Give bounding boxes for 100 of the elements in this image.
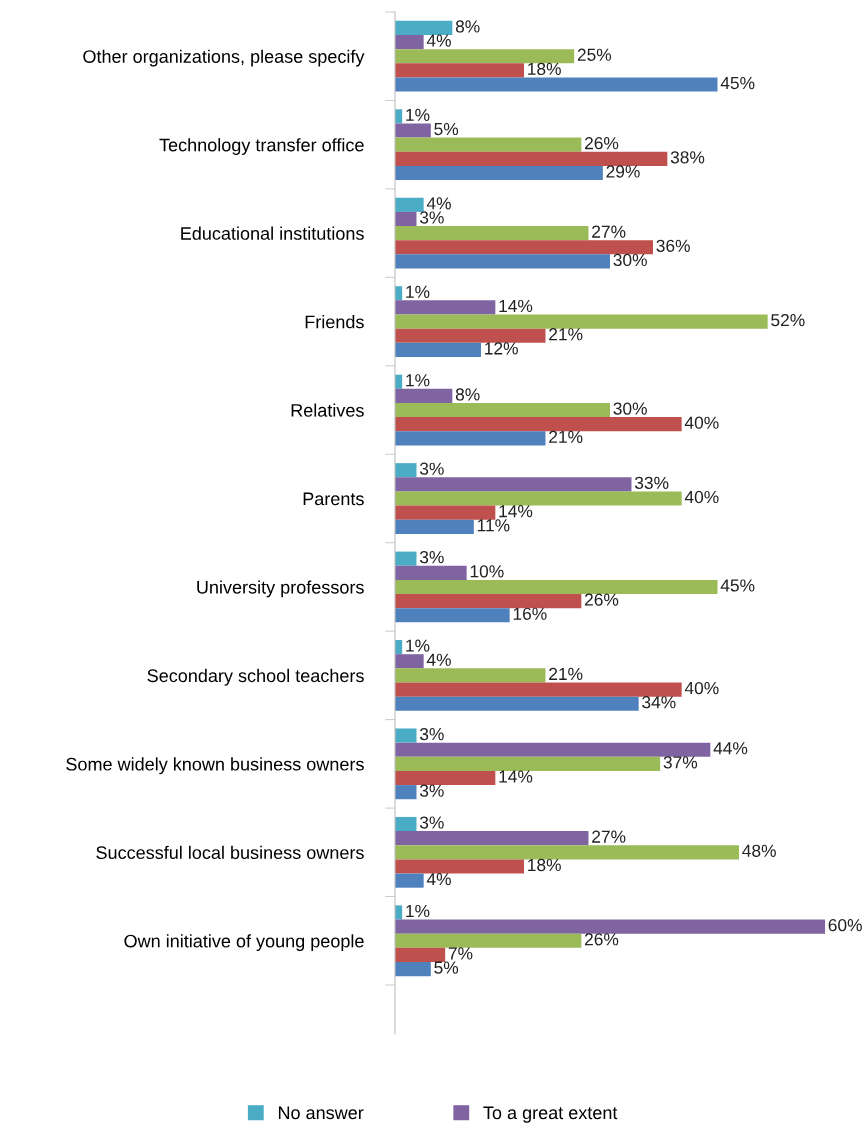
data-label: 14% <box>499 505 533 518</box>
data-label: 4% <box>426 34 451 47</box>
data-label: 38% <box>670 151 705 164</box>
data-label: 52% <box>771 313 805 327</box>
data-label: 5% <box>434 122 459 136</box>
bar <box>395 831 589 846</box>
data-label: 21% <box>549 430 583 443</box>
data-label: 11% <box>477 519 510 532</box>
data-label: 18% <box>528 62 561 76</box>
bar <box>395 35 424 50</box>
data-label: 40% <box>684 681 719 695</box>
data-label: 1% <box>406 639 430 652</box>
bar <box>395 919 825 934</box>
legend-label: To a great extent <box>483 1106 618 1123</box>
bar <box>395 933 582 948</box>
data-label: 40% <box>684 490 719 504</box>
y-tick-label: Relatives <box>291 403 364 417</box>
data-label: 16% <box>513 607 547 620</box>
y-tick-label: University professors <box>197 580 364 598</box>
bar <box>395 654 424 669</box>
data-label: 37% <box>663 756 698 769</box>
bar <box>395 300 496 315</box>
data-label: 4% <box>426 873 451 886</box>
data-label: 26% <box>584 933 619 946</box>
bar <box>395 551 417 566</box>
data-label: 4% <box>426 197 451 210</box>
data-label: 1% <box>406 374 430 387</box>
y-tick-label: Educational institutions <box>181 226 364 240</box>
data-label: 25% <box>577 48 612 61</box>
bar <box>395 785 417 800</box>
bar <box>395 519 474 534</box>
bar <box>395 63 524 78</box>
data-label: 26% <box>584 137 619 150</box>
data-label: 14% <box>499 770 533 783</box>
bar <box>395 565 467 580</box>
data-label: 60% <box>828 918 862 932</box>
data-label: 48% <box>742 844 776 857</box>
bar <box>395 431 546 446</box>
y-tick-label: Parents <box>303 492 364 506</box>
data-label: 14% <box>499 299 533 313</box>
data-label: 45% <box>720 579 755 592</box>
bar <box>395 491 682 506</box>
bar <box>395 417 682 432</box>
y-tick-label: Other organizations, please specify <box>83 49 365 67</box>
bar <box>395 254 610 269</box>
data-label: 44% <box>713 742 748 755</box>
bar <box>395 962 431 977</box>
bar <box>395 388 453 403</box>
bar <box>395 463 417 478</box>
data-label: 18% <box>528 858 561 872</box>
bar <box>395 696 639 711</box>
data-label: 3% <box>419 211 444 224</box>
bar <box>395 594 582 609</box>
data-label: 8% <box>455 388 480 401</box>
bar <box>395 742 711 757</box>
bar <box>395 402 610 418</box>
bar <box>395 226 589 241</box>
data-label: 21% <box>549 328 583 341</box>
data-label: 3% <box>419 727 444 741</box>
y-tick-label: Own initiative of young people <box>124 934 364 952</box>
data-label: 45% <box>720 76 755 90</box>
bar <box>395 314 768 329</box>
bar <box>395 240 653 255</box>
data-label: 4% <box>426 653 451 666</box>
data-label: 3% <box>419 551 444 564</box>
data-label: 12% <box>485 342 518 355</box>
bar <box>395 328 546 343</box>
y-tick-label: Technology transfer office <box>159 138 364 155</box>
bar <box>395 859 524 874</box>
bar <box>395 477 632 492</box>
bar <box>395 668 546 683</box>
bar <box>395 947 446 962</box>
bar <box>395 873 424 888</box>
bar <box>395 816 417 832</box>
bar <box>395 505 496 520</box>
data-label: 1% <box>406 904 430 918</box>
bar <box>395 211 417 227</box>
data-label: 3% <box>419 462 444 475</box>
data-label: 3% <box>419 784 444 797</box>
bar <box>395 197 424 212</box>
data-label: 21% <box>549 667 583 680</box>
y-tick-label: Secondary school teachers <box>147 668 364 686</box>
data-label: 3% <box>419 816 444 829</box>
y-tick-label: Some widely known business owners <box>66 757 364 775</box>
bar <box>395 342 481 357</box>
bar <box>395 123 431 138</box>
data-label: 30% <box>613 253 647 267</box>
data-label: 30% <box>613 402 647 415</box>
data-label: 27% <box>592 225 626 238</box>
bar <box>395 770 496 786</box>
data-label: 10% <box>470 565 504 578</box>
bar <box>395 165 603 181</box>
legend-label: No answer <box>278 1106 364 1120</box>
bar <box>395 682 682 697</box>
data-label: 29% <box>606 165 640 178</box>
data-label: 34% <box>642 696 676 709</box>
data-label: 7% <box>448 947 473 960</box>
data-label: 5% <box>434 961 459 974</box>
y-tick-label: Successful local business owners <box>96 845 364 860</box>
data-label: 26% <box>584 593 619 606</box>
